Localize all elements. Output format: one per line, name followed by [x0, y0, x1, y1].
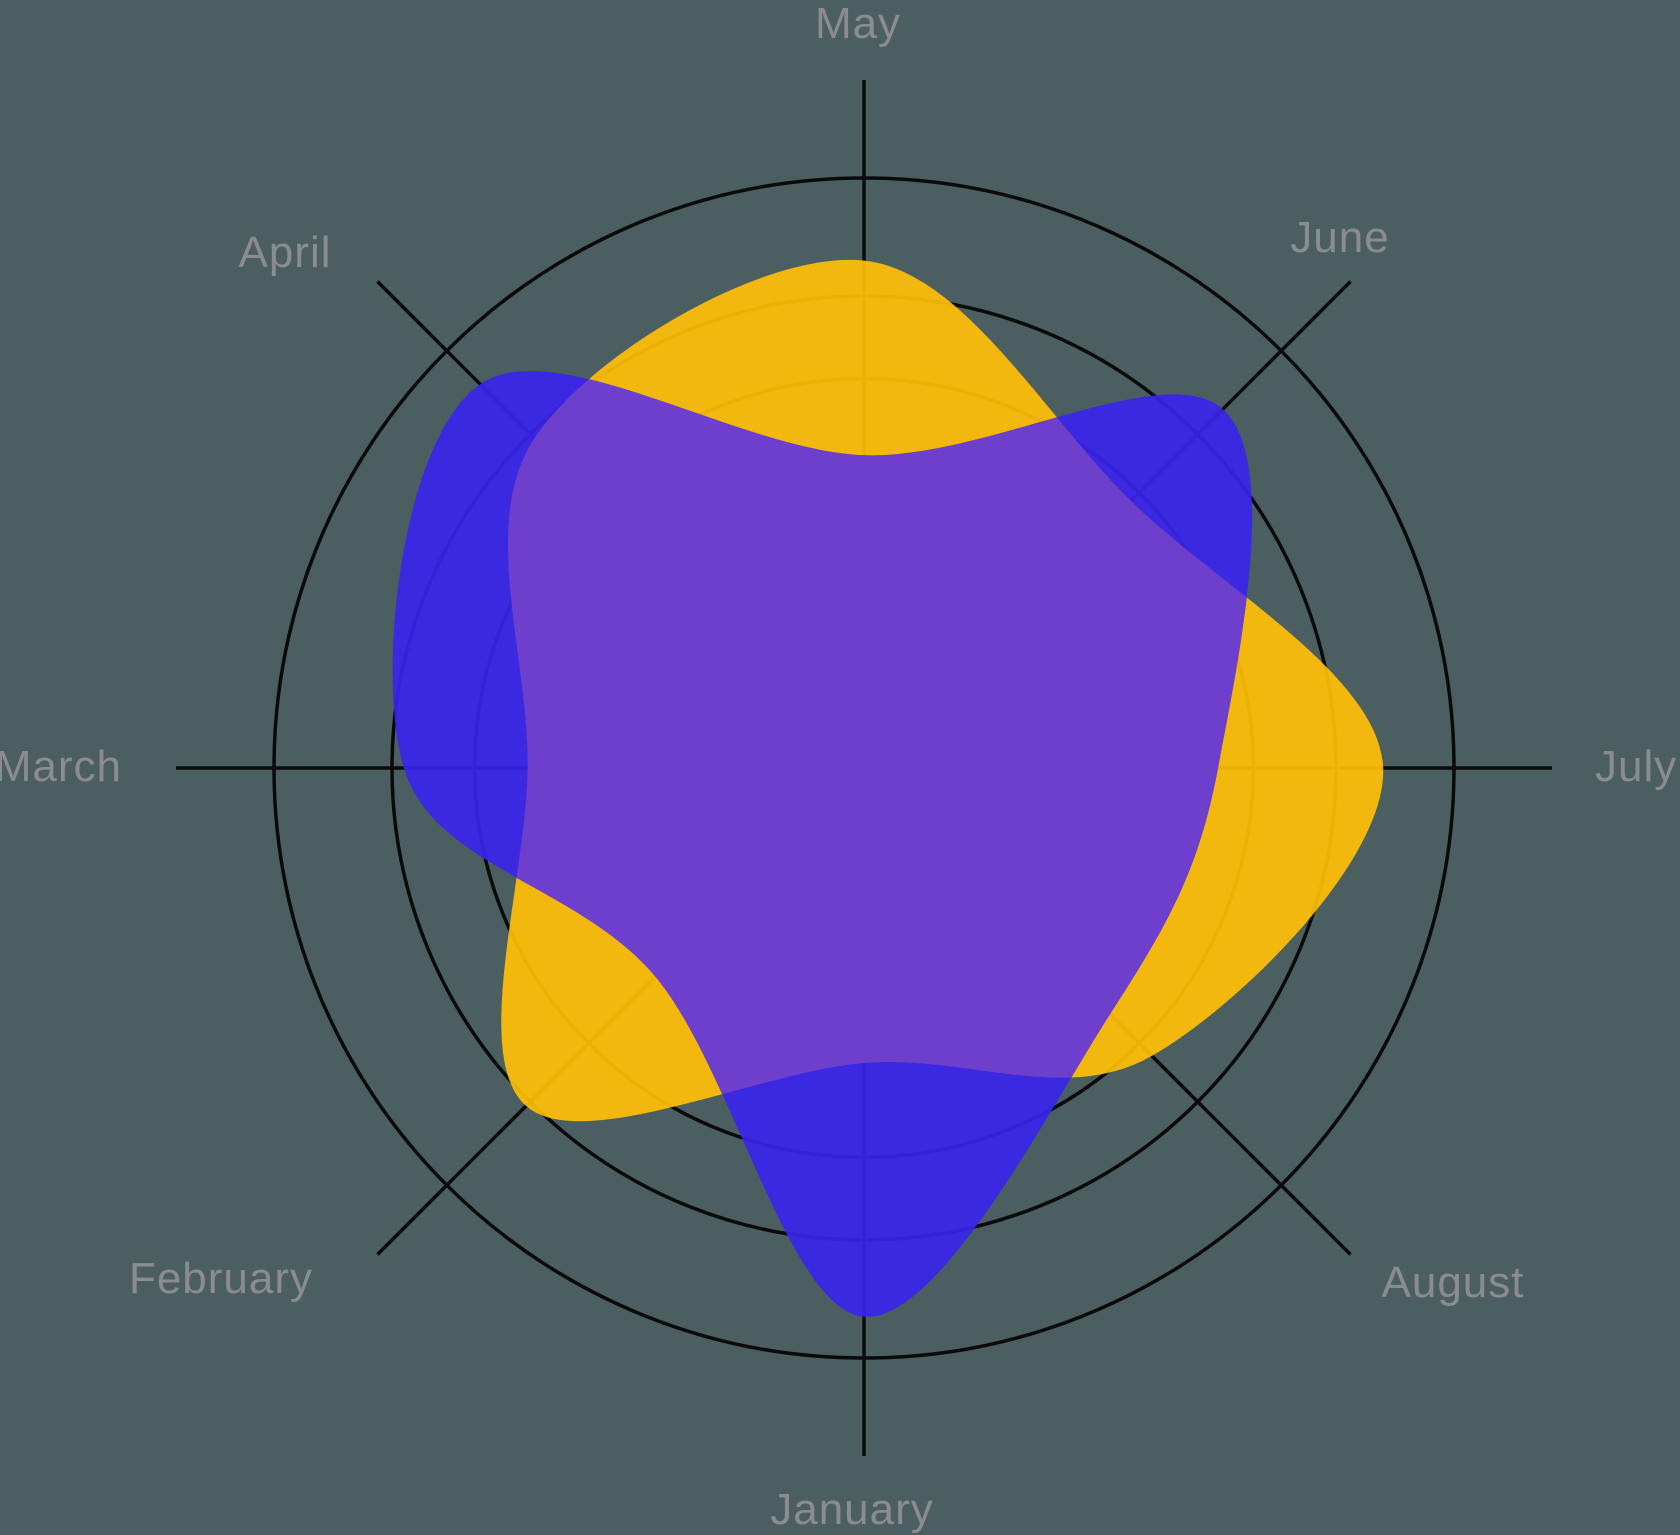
axis-label-february: February — [129, 1254, 313, 1303]
axis-label-july: July — [1595, 742, 1677, 791]
axis-label-january: January — [770, 1485, 934, 1534]
axis-label-june: June — [1290, 213, 1389, 262]
axis-label-march: March — [0, 742, 122, 791]
axis-label-august: August — [1382, 1258, 1525, 1307]
axis-label-may: May — [815, 0, 901, 48]
axis-label-april: April — [238, 228, 331, 277]
